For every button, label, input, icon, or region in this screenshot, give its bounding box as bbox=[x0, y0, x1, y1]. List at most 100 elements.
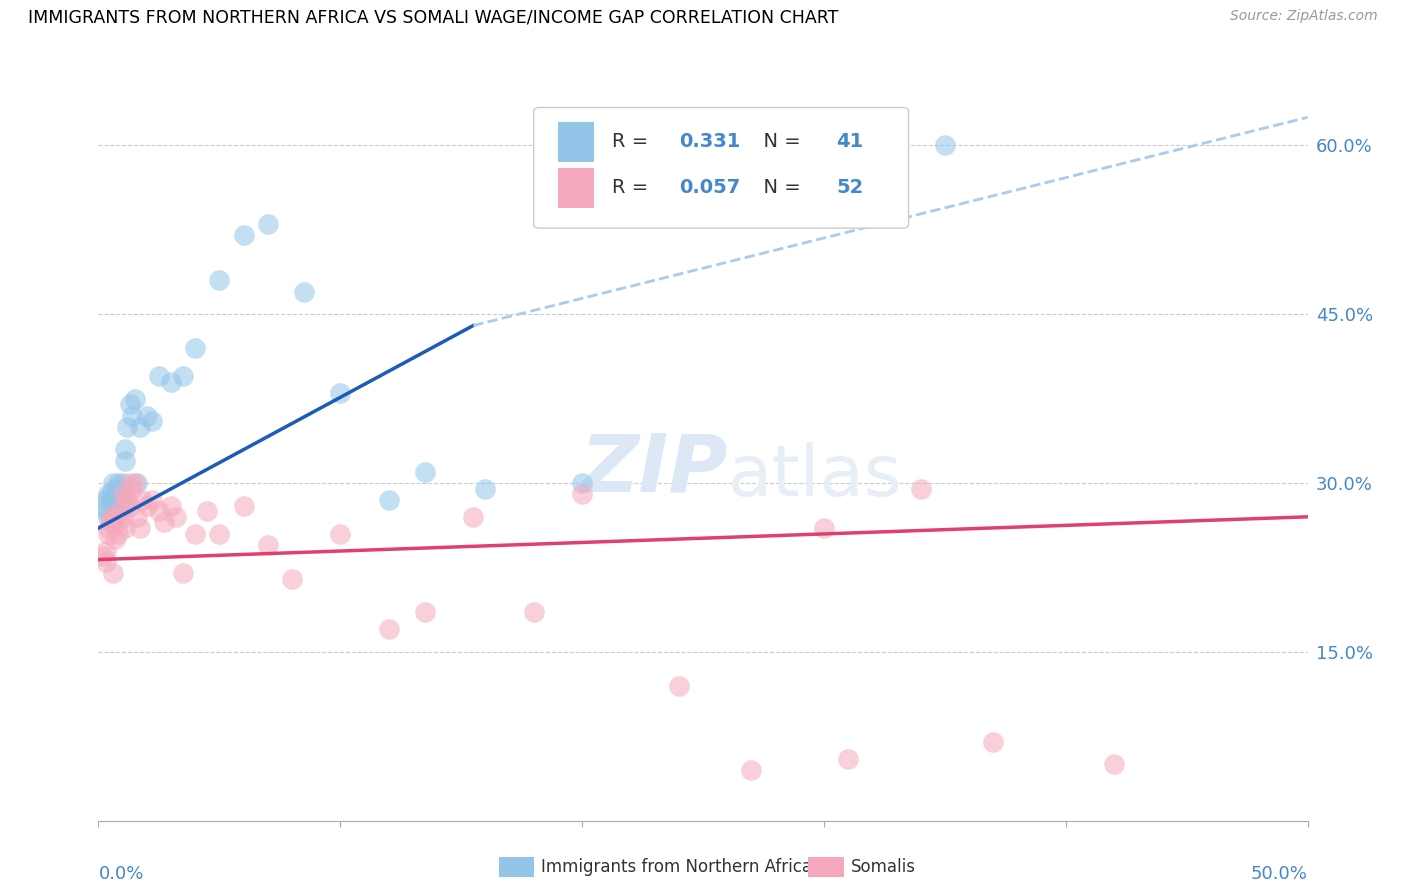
Point bbox=[160, 499, 183, 513]
Point bbox=[131, 492, 153, 507]
Bar bbox=[558, 168, 595, 208]
Point bbox=[97, 509, 120, 524]
Text: atlas: atlas bbox=[727, 442, 901, 511]
Point bbox=[256, 217, 278, 231]
Point bbox=[124, 476, 146, 491]
Point bbox=[101, 566, 124, 580]
Point bbox=[104, 482, 127, 496]
Point bbox=[100, 516, 122, 530]
Point bbox=[413, 465, 436, 479]
Point bbox=[107, 526, 129, 541]
Text: 0.0%: 0.0% bbox=[98, 864, 143, 882]
Point bbox=[118, 476, 141, 491]
FancyBboxPatch shape bbox=[534, 108, 908, 228]
Point bbox=[523, 606, 546, 620]
Point bbox=[108, 492, 131, 507]
Point bbox=[1102, 757, 1125, 772]
Text: Somalis: Somalis bbox=[851, 858, 915, 876]
Point bbox=[837, 752, 859, 766]
Point bbox=[114, 521, 136, 535]
Point bbox=[141, 414, 163, 428]
Point bbox=[474, 482, 496, 496]
Point bbox=[232, 499, 254, 513]
Point bbox=[256, 538, 278, 552]
Point bbox=[124, 392, 146, 406]
Point bbox=[141, 492, 163, 507]
Point bbox=[813, 521, 835, 535]
Point bbox=[128, 419, 150, 434]
Text: 41: 41 bbox=[837, 132, 863, 152]
Point bbox=[97, 487, 120, 501]
Point bbox=[117, 492, 139, 507]
Point bbox=[127, 476, 149, 491]
Point bbox=[94, 543, 117, 558]
Bar bbox=[558, 121, 595, 162]
Text: N =: N = bbox=[751, 178, 807, 197]
Point bbox=[100, 492, 122, 507]
Point bbox=[135, 499, 157, 513]
Point bbox=[107, 487, 129, 501]
Point bbox=[184, 526, 207, 541]
Text: Source: ZipAtlas.com: Source: ZipAtlas.com bbox=[1230, 9, 1378, 23]
Point bbox=[117, 492, 139, 507]
Point bbox=[208, 526, 231, 541]
Point bbox=[114, 453, 136, 467]
Point bbox=[101, 516, 124, 530]
Text: R =: R = bbox=[613, 178, 655, 197]
Point bbox=[148, 504, 170, 518]
Point bbox=[128, 521, 150, 535]
Text: 52: 52 bbox=[837, 178, 863, 197]
Point bbox=[981, 735, 1004, 749]
Point bbox=[114, 442, 136, 457]
Point bbox=[160, 375, 183, 389]
Point bbox=[94, 555, 117, 569]
Point bbox=[91, 499, 114, 513]
Point bbox=[118, 499, 141, 513]
Text: N =: N = bbox=[751, 132, 807, 152]
Point bbox=[184, 341, 207, 355]
Point bbox=[127, 509, 149, 524]
Point bbox=[101, 476, 124, 491]
Point bbox=[148, 369, 170, 384]
Point bbox=[117, 419, 139, 434]
Point bbox=[135, 409, 157, 423]
Point bbox=[571, 476, 593, 491]
Point bbox=[195, 504, 218, 518]
Point bbox=[97, 526, 120, 541]
Point bbox=[208, 273, 231, 287]
Point bbox=[413, 606, 436, 620]
Point bbox=[463, 509, 485, 524]
Point bbox=[329, 386, 352, 401]
Point bbox=[740, 763, 762, 777]
Point bbox=[94, 492, 117, 507]
Point bbox=[377, 623, 399, 637]
Point bbox=[281, 572, 304, 586]
Point bbox=[111, 487, 134, 501]
Point bbox=[165, 509, 187, 524]
Point bbox=[97, 521, 120, 535]
Point bbox=[104, 499, 127, 513]
Point bbox=[152, 516, 174, 530]
Point bbox=[111, 476, 134, 491]
Point bbox=[111, 499, 134, 513]
Point bbox=[232, 228, 254, 243]
Text: 0.057: 0.057 bbox=[679, 178, 740, 197]
Point bbox=[172, 566, 194, 580]
Point bbox=[104, 509, 127, 524]
Point bbox=[668, 679, 690, 693]
Point bbox=[910, 482, 932, 496]
Point bbox=[100, 487, 122, 501]
Point bbox=[111, 509, 134, 524]
Point bbox=[108, 504, 131, 518]
Text: Immigrants from Northern Africa: Immigrants from Northern Africa bbox=[541, 858, 813, 876]
Point bbox=[329, 526, 352, 541]
Point bbox=[108, 487, 131, 501]
Point bbox=[94, 504, 117, 518]
Point bbox=[172, 369, 194, 384]
Point bbox=[377, 492, 399, 507]
Text: 50.0%: 50.0% bbox=[1251, 864, 1308, 882]
Text: R =: R = bbox=[613, 132, 655, 152]
Point bbox=[91, 549, 114, 564]
Point bbox=[101, 492, 124, 507]
Point bbox=[107, 516, 129, 530]
